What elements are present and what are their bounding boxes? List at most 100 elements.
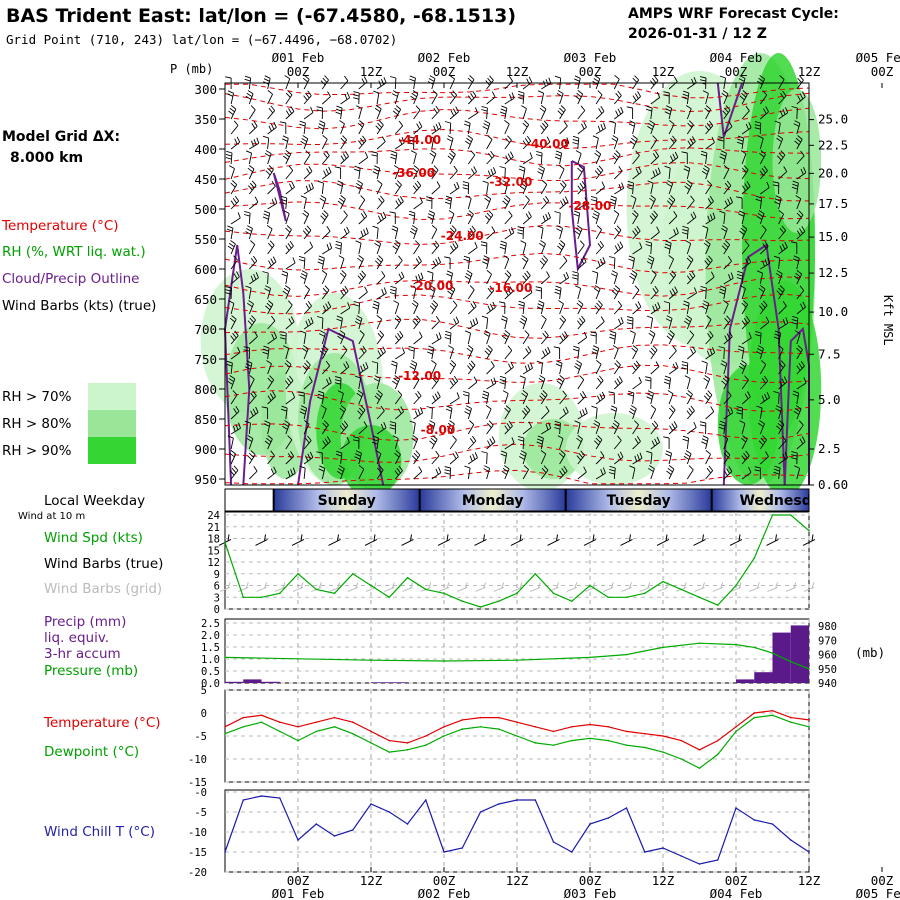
temperature-line-point [716,739,719,742]
wind-barb [796,345,803,360]
wind-tick-label: 3 [214,592,220,604]
windchill-line-point [479,811,482,813]
wind-barb [392,240,401,255]
wind-barb [631,360,641,375]
isotherm-line [224,128,810,150]
bottom-time-ticks: 00Z12Z00Z12Z00Z12Z00Z12Z00Z12ZØ01 FebØ02… [272,867,900,900]
wind-barb [592,75,601,90]
wind-barb [632,452,643,465]
wind-barb [721,225,728,240]
dewpoint-line-point [388,751,391,753]
wind-barb [590,331,597,345]
windchill-line-point [242,799,245,801]
top-time-label: 00Z [579,64,602,79]
wind-barb [484,210,494,225]
wind-barb [683,450,692,465]
wind-barb-true [510,534,524,546]
wind-barb [371,151,378,165]
wind-barb-grid [219,582,231,592]
weekday-segment: Wednesday [710,489,809,511]
wind-barb [299,405,308,420]
bottom-time-label: 00Z [579,873,602,888]
wind-barb [687,211,697,225]
wind-barb [574,225,583,240]
wind-barb-grid [402,582,413,592]
wind-barb [518,300,525,315]
wind-barb [429,285,436,300]
wind-barb [247,450,256,465]
windchill-line-point [278,797,281,799]
wind-barb-grid [511,582,523,592]
wind-barb [632,91,641,105]
wind-barb [411,300,419,315]
bottom-time-label: 12Z [798,873,821,888]
local-weekday-label: Local Weekday [44,493,145,509]
wind-barb [719,75,727,90]
wind-barb [413,390,422,405]
dewpoint-line-point [333,726,336,728]
wind-barb [504,437,515,450]
wind-barb-true [401,534,414,546]
wind-barb [335,240,342,255]
p-axis-label: P (mb) [170,62,213,76]
wind-barb [701,165,710,180]
wind-barb [650,135,658,150]
wind-barb [228,300,235,315]
wind-barb [613,360,621,375]
windchill-line-point [552,841,555,843]
pressure-right-tick-label: 940 [818,678,837,690]
wind-barb [741,256,752,270]
wind-barb [687,346,696,360]
temperature-line-point [461,719,464,721]
precip-bar [371,682,390,683]
wind-speed-line-point [297,572,299,575]
wind-barb [612,150,621,165]
weekday-segment: Monday [418,489,566,511]
wind-barb [358,286,368,300]
wind-barb [595,467,606,480]
wind-barb [791,451,798,465]
windchill-line-point [716,859,719,861]
wind-barb [412,165,420,180]
wind-barb [376,315,383,330]
wind-barb [429,435,438,450]
wind-barb [376,136,386,150]
windchill-line-point [534,799,537,801]
temperature-line-point [753,712,756,714]
wind-barb [409,420,416,435]
isotherm-label: -16.00 [489,281,532,295]
wind-barb [501,465,510,480]
wind-tick-label: 18 [207,534,220,546]
wind-barb [705,180,712,195]
wind-barb [681,225,689,240]
wind-barb [483,330,491,345]
wind-tick-label: 0 [214,604,220,616]
cycle-value: 2026-01-31 / 12 Z [628,26,767,42]
temp-tick-label: -10 [188,754,207,766]
wind-barb [796,167,807,180]
wind-barb [559,315,567,330]
wind-barb [723,165,730,180]
wind-barb [340,226,350,240]
pressure-line-point [753,646,756,649]
wind-barb [702,225,709,240]
wind-barb-grid [347,582,359,592]
wind-barb [517,90,525,105]
dewpoint-line-point [516,735,518,737]
isotherm-label: -32.00 [489,175,532,189]
wind-barb [665,315,673,330]
wind-barb [467,90,477,105]
wind-barb [594,150,602,165]
wind-barb [464,270,473,285]
isotherm-lines [224,83,810,485]
wind-barb [796,436,806,450]
dewpoint-line-point [808,726,810,728]
wind-barb-grid [384,582,395,592]
wind-barb [504,151,514,165]
wind-barb [264,285,272,300]
temperature-line-point [808,719,810,721]
wind-barb [559,390,567,405]
model-grid-value: 8.000 km [10,150,83,166]
wind-barb [486,135,493,150]
wind-barb [320,405,327,420]
